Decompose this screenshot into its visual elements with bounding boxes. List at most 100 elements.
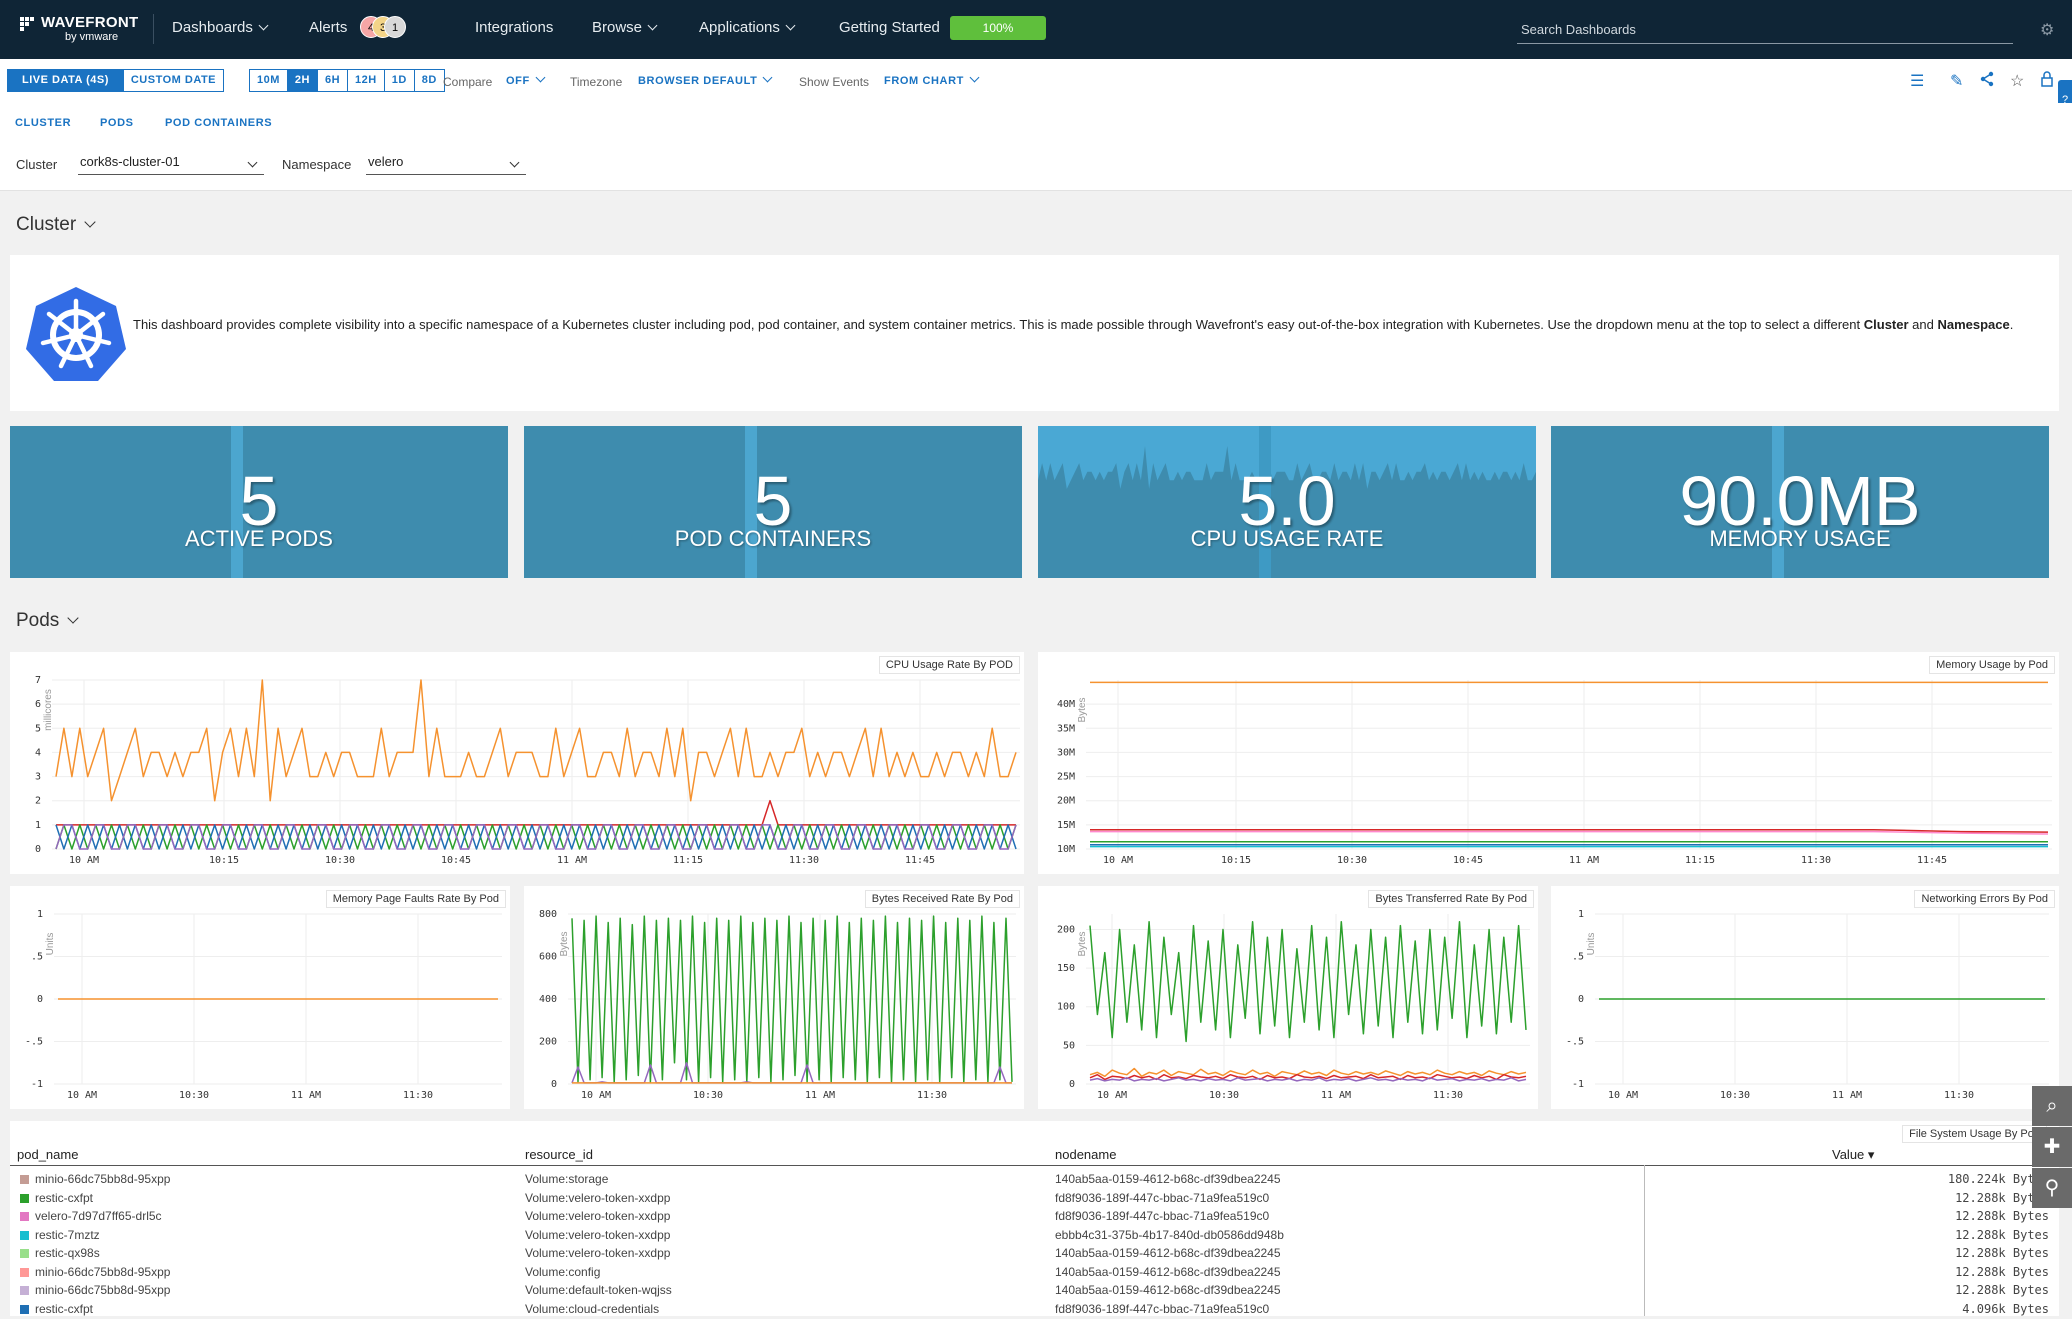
column-header-nodename[interactable]: nodename [1055,1147,1117,1162]
cell-value: 180.224k Bytes [1947,1172,2049,1186]
time-mode-toggle: LIVE DATA (4S) CUSTOM DATE [7,69,225,92]
nav-getting-started[interactable]: Getting Started [839,19,940,36]
compare-dropdown[interactable]: OFF [506,72,546,87]
x-tick-label: 10:30 [1720,1090,1750,1101]
list-icon[interactable]: ☰ [1910,73,1925,90]
star-icon[interactable]: ☆ [2010,73,2025,90]
y-tick-label: 25M [1057,772,1075,783]
table-row[interactable]: restic-cxfpt Volume:velero-token-xxdpp fd8… [10,1190,2059,1208]
x-tick-label: 11 AM [557,855,587,866]
stat-value: 5.0 [1238,462,1336,540]
namespace-select[interactable]: velero [366,153,526,175]
cell-pod-name: restic-cxfpt [35,1301,94,1316]
series-line[interactable] [1089,1077,1527,1082]
chart-plot: -1 -.5 0 .5 1 10 AM 10:30 11 AM 11:30 Units [25,909,502,1101]
cluster-select[interactable]: cork8s-cluster-01 [78,153,264,175]
series-line[interactable] [1090,830,2049,835]
cell-nodename: 140ab5aa-0159-4612-b68c-df39dbea2245 [1055,1283,1281,1297]
tab-pods[interactable]: PODS [100,117,134,129]
plus-icon[interactable]: ✚ [2032,1127,2072,1167]
nav-applications[interactable]: Applications [699,19,796,36]
cell-nodename: 140ab5aa-0159-4612-b68c-df39dbea2245 [1055,1246,1281,1260]
tab-pod-containers[interactable]: POD CONTAINERS [165,117,273,129]
column-header-value[interactable]: Value ▾ [1832,1147,1875,1162]
chart-memory-page-faults[interactable]: -1 -.5 0 .5 1 10 AM 10:30 11 AM 11:30 Units Memor… [10,886,510,1109]
chart-networking-errors[interactable]: -1 -.5 0 .5 1 10 AM 10:30 11 AM 11:30 Units Netwo… [1551,886,2059,1109]
chevron-down-icon [247,157,258,168]
cell-resource-id: Volume:storage [525,1172,609,1186]
cell-resource-id: Volume:cloud-credentials [525,1301,660,1316]
chart-memory-usage[interactable]: 10M 15M 20M 25M 30M 35M 40M 10 AM 10:15 10:30 10:4… [1038,652,2059,874]
lock-icon[interactable] [2040,71,2054,92]
x-tick-label: 11:45 [1917,855,1947,866]
series-line[interactable] [1090,828,2049,833]
custom-date-button[interactable]: CUSTOM DATE [130,74,217,86]
stat-pod-containers[interactable]: 5 POD CONTAINERS [524,426,1022,578]
series-line[interactable] [56,799,1016,826]
table-row[interactable]: minio-66dc75bb8d-95xpp Volume:config 140ab… [10,1264,2059,1282]
y-tick-label: 3 [35,772,41,783]
series-line[interactable] [1089,1073,1527,1081]
chart-title: CPU Usage Rate By POD [878,656,1020,674]
cluster-section-header[interactable]: Cluster [16,214,96,236]
range-12h[interactable]: 12H [348,70,385,91]
range-6h[interactable]: 6H [318,70,349,91]
table-row[interactable]: minio-66dc75bb8d-95xpp Volume:storage 140a… [10,1171,2059,1189]
x-tick-label: 10 AM [69,855,99,866]
range-8d[interactable]: 8D [421,74,437,86]
series-color-swatch [20,1230,29,1240]
stat-label: CPU USAGE RATE [1190,526,1384,551]
series-line[interactable] [1089,1067,1527,1078]
x-tick-label: 11:15 [673,855,703,866]
column-header-resource-id[interactable]: resource_id [525,1147,593,1162]
chart-bytes-received[interactable]: 0 200 400 600 800 10 AM 10:30 11 AM 11:30 Bytes B… [524,886,1024,1109]
cell-nodename: 140ab5aa-0159-4612-b68c-df39dbea2245 [1055,1264,1281,1279]
file-system-usage-table[interactable]: File System Usage By Pod pod_name resour… [10,1121,2059,1316]
show-events-dropdown[interactable]: FROM CHART [884,72,980,87]
cell-resource-id: Volume:config [525,1264,601,1279]
stat-memory-usage[interactable]: 90.0MB MEMORY USAGE [1551,426,2049,578]
range-1d[interactable]: 1D [385,70,415,91]
table-row[interactable]: minio-66dc75bb8d-95xpp Volume:default-tok… [10,1282,2059,1300]
pods-section-header[interactable]: Pods [16,610,79,632]
series-line[interactable] [55,824,1017,850]
nav-dashboards[interactable]: Dashboards [172,19,269,36]
chart-cpu-usage-rate[interactable]: 0 1 2 3 4 5 6 7 10 AM 10:15 10:30 10:45 11 AM 11:15 11… [10,652,1024,874]
stat-cpu-usage-rate[interactable]: 5.0 CPU USAGE RATE [1038,426,1536,578]
search-dashboards-input[interactable]: Search Dashboards [1517,20,2013,44]
y-axis-label: Bytes [1077,931,1088,956]
nav-alerts[interactable]: Alerts [309,19,348,36]
y-axis-label: Bytes [1077,697,1088,722]
stat-label: MEMORY USAGE [1709,526,1891,551]
tab-cluster[interactable]: CLUSTER [15,117,72,129]
series-line[interactable] [571,915,1013,1083]
cell-pod-name: velero-7d97d7ff65-drl5c [35,1209,162,1223]
section-tabs: CLUSTER PODS POD CONTAINERS [0,103,2072,141]
wavefront-logo[interactable]: WAVEFRONT by vmware [20,13,140,47]
table-row[interactable]: restic-7mztz Volume:velero-token-xxdpp ebb… [10,1227,2059,1245]
share-icon[interactable] [1979,71,1995,92]
nav-browse[interactable]: Browse [592,19,658,36]
range-2h[interactable]: 2H [287,70,318,91]
cell-nodename: ebbb4c31-375b-4b17-840d-db0586dd948b [1055,1227,1284,1242]
range-10m[interactable]: 10M [250,70,288,91]
x-tick-label: 10:15 [209,855,239,866]
live-data-button[interactable]: LIVE DATA (4S) [8,70,124,91]
series-line[interactable] [55,679,1017,802]
table-row[interactable]: restic-cxfpt Volume:cloud-credentials fd8f… [10,1301,2059,1319]
edit-icon[interactable]: ✎ [1950,73,1964,90]
gear-icon[interactable]: ⚙ [2040,22,2055,39]
y-tick-label: -1 [31,1079,43,1090]
stat-active-pods[interactable]: 5 ACTIVE PODS [10,426,508,578]
column-header-pod-name[interactable]: pod_name [17,1147,79,1162]
timezone-dropdown[interactable]: BROWSER DEFAULT [638,72,773,87]
alert-badges[interactable]: 4 3 1 [360,16,420,40]
chart-title: Memory Usage by Pod [1929,656,2055,674]
nav-integrations[interactable]: Integrations [475,19,554,36]
search-icon[interactable]: ⌕ [2032,1086,2072,1126]
table-row[interactable]: velero-7d97d7ff65-drl5c Volume:velero-tok… [10,1208,2059,1226]
link-icon[interactable]: ⚲ [2032,1168,2072,1208]
series-line[interactable] [1089,920,1527,1043]
table-row[interactable]: restic-qx98s Volume:velero-token-xxdpp 140… [10,1245,2059,1263]
chart-bytes-transferred[interactable]: 0 50 100 150 200 10 AM 10:30 11 AM 11:30 Bytes By… [1038,886,1538,1109]
